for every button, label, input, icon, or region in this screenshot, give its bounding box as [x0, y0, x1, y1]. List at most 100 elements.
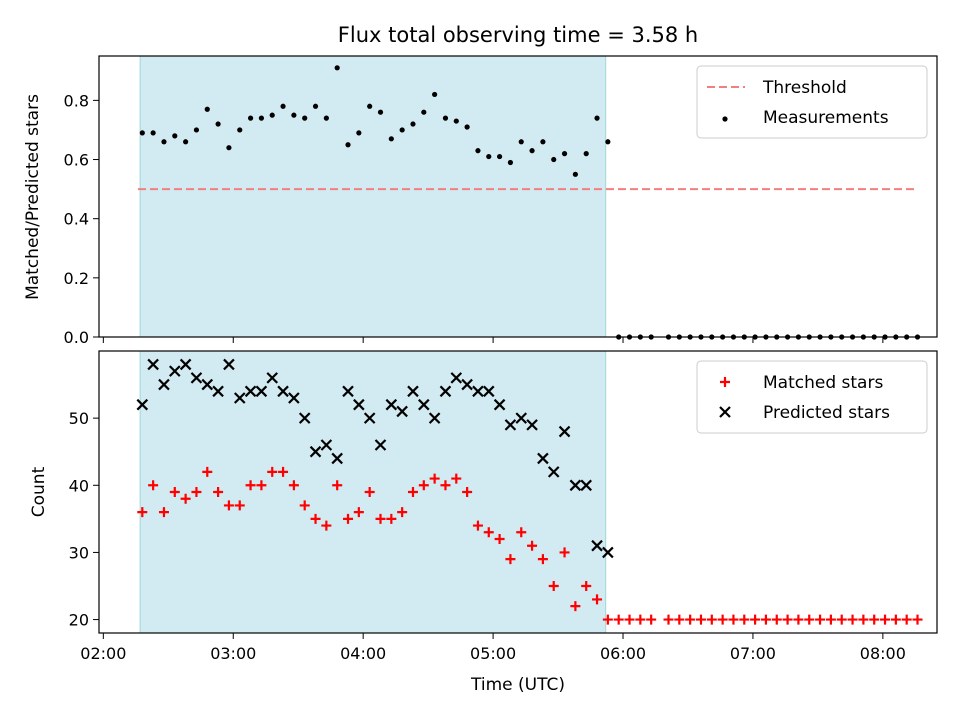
data-point	[245, 480, 256, 491]
x-tick-label: 07:00	[730, 644, 776, 663]
data-point	[558, 425, 571, 438]
data-point	[526, 419, 538, 431]
data-point	[518, 139, 524, 145]
data-point	[493, 398, 506, 411]
data-point	[429, 473, 440, 484]
data-point	[613, 614, 624, 625]
series-matched-stars	[137, 466, 923, 625]
data-point	[213, 487, 224, 497]
data-point	[825, 614, 836, 625]
data-point	[397, 507, 408, 518]
data-point	[201, 378, 214, 391]
data-point	[377, 109, 384, 115]
data-point	[267, 466, 278, 477]
data-point	[836, 614, 847, 625]
data-point	[418, 398, 430, 411]
data-point	[624, 614, 635, 625]
chart-title: Flux total observing time = 3.58 h	[338, 23, 698, 47]
data-point	[472, 520, 483, 531]
data-point	[332, 480, 343, 491]
data-point	[464, 124, 470, 130]
data-point	[356, 130, 362, 136]
top-ylabel: Matched/Predicted stars	[23, 94, 43, 300]
data-point	[750, 614, 761, 625]
data-point	[695, 614, 706, 625]
x-tick-label: 02:00	[80, 644, 126, 663]
y-tick-label: 30	[69, 543, 89, 562]
x-tick-label: 03:00	[210, 644, 256, 663]
data-point	[450, 372, 463, 384]
data-point	[269, 112, 275, 118]
data-point	[569, 479, 582, 492]
data-point	[161, 139, 167, 145]
data-point	[256, 480, 267, 491]
data-point	[258, 115, 265, 121]
data-point	[580, 479, 592, 492]
data-point	[191, 487, 202, 497]
data-point	[399, 127, 405, 133]
data-point	[386, 513, 397, 524]
data-point	[605, 139, 611, 145]
data-point	[537, 452, 549, 465]
data-point	[299, 500, 310, 511]
data-point	[321, 520, 332, 531]
data-point	[147, 358, 159, 371]
data-point	[223, 500, 234, 511]
data-point	[858, 614, 869, 625]
data-point	[494, 534, 505, 544]
data-point	[179, 358, 192, 371]
top-panel: 0.0 0.2 0.4 0.6 0.8 Threshold Measurements	[64, 55, 938, 347]
data-point	[548, 581, 559, 591]
data-point	[183, 139, 189, 145]
data-point	[507, 159, 514, 166]
data-point	[410, 121, 416, 127]
data-point	[771, 614, 782, 625]
data-point	[334, 65, 340, 71]
y-tick-label: 0.6	[64, 151, 89, 170]
legend-x-swatch	[719, 406, 731, 418]
data-point	[226, 145, 232, 151]
data-point	[706, 614, 717, 625]
y-tick-label: 50	[69, 409, 89, 428]
data-point	[635, 614, 646, 625]
data-point	[717, 614, 728, 625]
data-point	[223, 358, 235, 371]
data-point	[663, 614, 674, 625]
x-axis-label: Time (UTC)	[470, 675, 565, 695]
data-point	[540, 139, 546, 145]
data-point	[364, 487, 375, 497]
data-point	[190, 372, 203, 384]
data-point	[442, 115, 449, 121]
data-point	[685, 614, 696, 625]
legend-label: Measurements	[763, 108, 889, 128]
data-point	[385, 398, 398, 411]
data-point	[172, 133, 178, 139]
legend-dot-swatch	[722, 116, 728, 122]
data-point	[169, 487, 180, 497]
plot-frame	[98, 55, 938, 338]
data-point	[202, 466, 213, 477]
data-point	[847, 614, 858, 625]
data-point	[343, 513, 354, 524]
data-point	[572, 171, 578, 177]
data-point	[739, 614, 750, 625]
legend-box	[696, 360, 928, 434]
data-point	[407, 487, 418, 497]
data-point	[527, 540, 538, 551]
data-point	[516, 527, 527, 538]
data-point	[581, 581, 592, 591]
data-point	[288, 392, 300, 404]
legend-label: Matched stars	[763, 373, 883, 393]
x-tick-label: 05:00	[470, 644, 516, 663]
data-point	[462, 487, 473, 497]
data-point	[320, 439, 333, 451]
data-point	[515, 412, 528, 424]
data-point	[486, 153, 492, 160]
data-point	[592, 594, 603, 605]
y-tick-label: 20	[69, 611, 89, 630]
data-point	[331, 452, 343, 465]
plot-frame	[98, 350, 938, 634]
data-point	[353, 507, 364, 518]
data-point	[150, 130, 156, 136]
